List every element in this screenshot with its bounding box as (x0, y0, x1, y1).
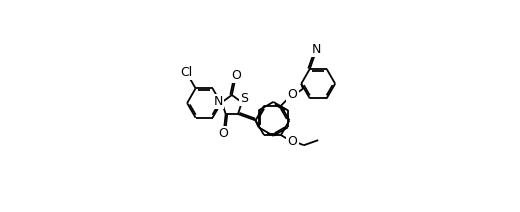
Text: N: N (311, 43, 321, 56)
Text: O: O (218, 127, 228, 140)
Text: N: N (213, 95, 223, 108)
Text: O: O (288, 88, 297, 101)
Text: O: O (288, 135, 297, 148)
Text: Cl: Cl (181, 66, 193, 79)
Text: O: O (231, 69, 241, 82)
Text: S: S (240, 92, 248, 105)
